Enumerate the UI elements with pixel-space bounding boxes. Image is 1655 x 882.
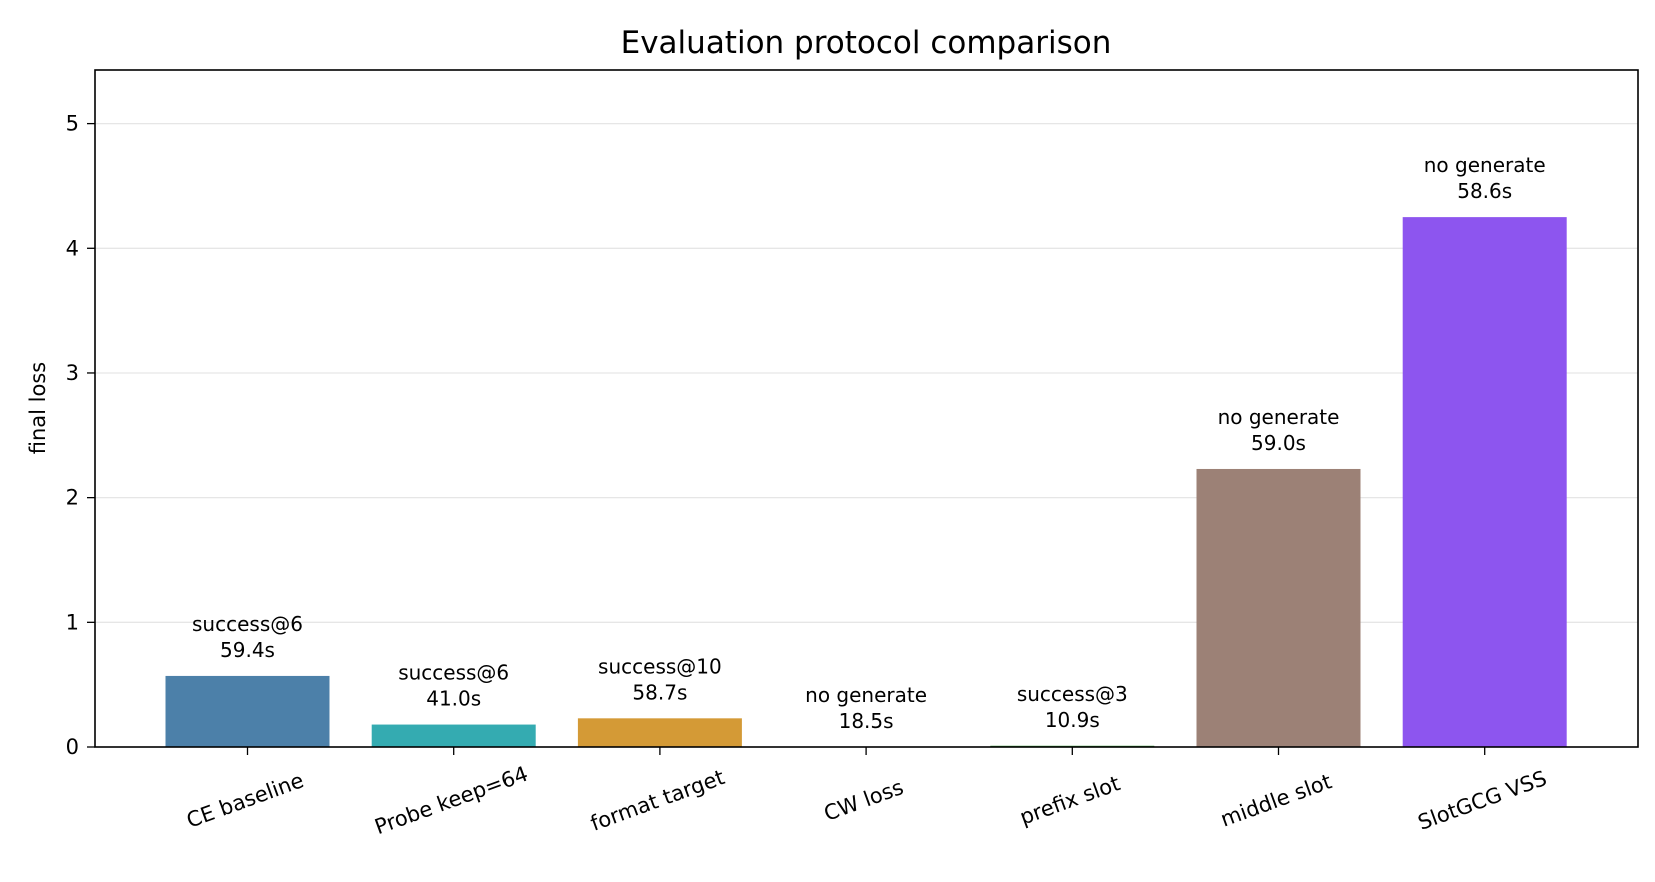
bar-annotation-time: 18.5s xyxy=(839,709,894,733)
x-tick-label: SlotGCG VSS xyxy=(1415,766,1550,835)
bar-annotations: success@659.4ssuccess@641.0ssuccess@1058… xyxy=(192,153,1546,733)
x-tick-label: Probe keep=64 xyxy=(371,762,531,840)
x-tick-label: middle slot xyxy=(1217,769,1334,831)
bar xyxy=(1196,468,1361,747)
x-tick-label: format target xyxy=(587,765,727,836)
bar-annotation-time: 10.9s xyxy=(1045,708,1100,732)
bar-annotation-status: no generate xyxy=(1424,153,1546,177)
y-tick-label: 2 xyxy=(66,486,79,510)
grid-lines xyxy=(95,122,1638,623)
bar-annotation-status: success@6 xyxy=(398,661,509,685)
bar xyxy=(371,724,536,747)
plot-frame xyxy=(94,69,1639,748)
y-tick-label: 3 xyxy=(66,361,79,385)
bars xyxy=(165,217,1567,748)
bar-annotation-time: 59.0s xyxy=(1251,431,1306,455)
bar-annotation-time: 41.0s xyxy=(426,687,481,711)
bar xyxy=(577,718,742,747)
bar xyxy=(1402,217,1567,748)
y-tick-label: 4 xyxy=(66,236,79,260)
chart-title: Evaluation protocol comparison xyxy=(621,25,1112,61)
y-axis-label: final loss xyxy=(26,362,50,454)
bar-annotation-time: 58.7s xyxy=(632,680,687,704)
bar-annotation-time: 58.6s xyxy=(1457,179,1512,203)
bar-annotation-status: no generate xyxy=(805,683,927,707)
x-tick-label: CW loss xyxy=(821,775,907,826)
y-tick-label: 1 xyxy=(66,610,79,634)
x-tick-label: CE baseline xyxy=(183,768,306,832)
y-tick-label: 0 xyxy=(66,735,79,759)
x-tick-label: prefix slot xyxy=(1017,771,1124,829)
bar xyxy=(165,675,330,747)
bar-annotation-status: success@3 xyxy=(1017,682,1128,706)
bar-annotation-status: success@10 xyxy=(598,654,722,678)
bar-annotation-time: 59.4s xyxy=(220,638,275,662)
y-tick-label: 5 xyxy=(66,112,79,136)
bar-annotation-status: no generate xyxy=(1218,405,1340,429)
bar-annotation-status: success@6 xyxy=(192,612,303,636)
